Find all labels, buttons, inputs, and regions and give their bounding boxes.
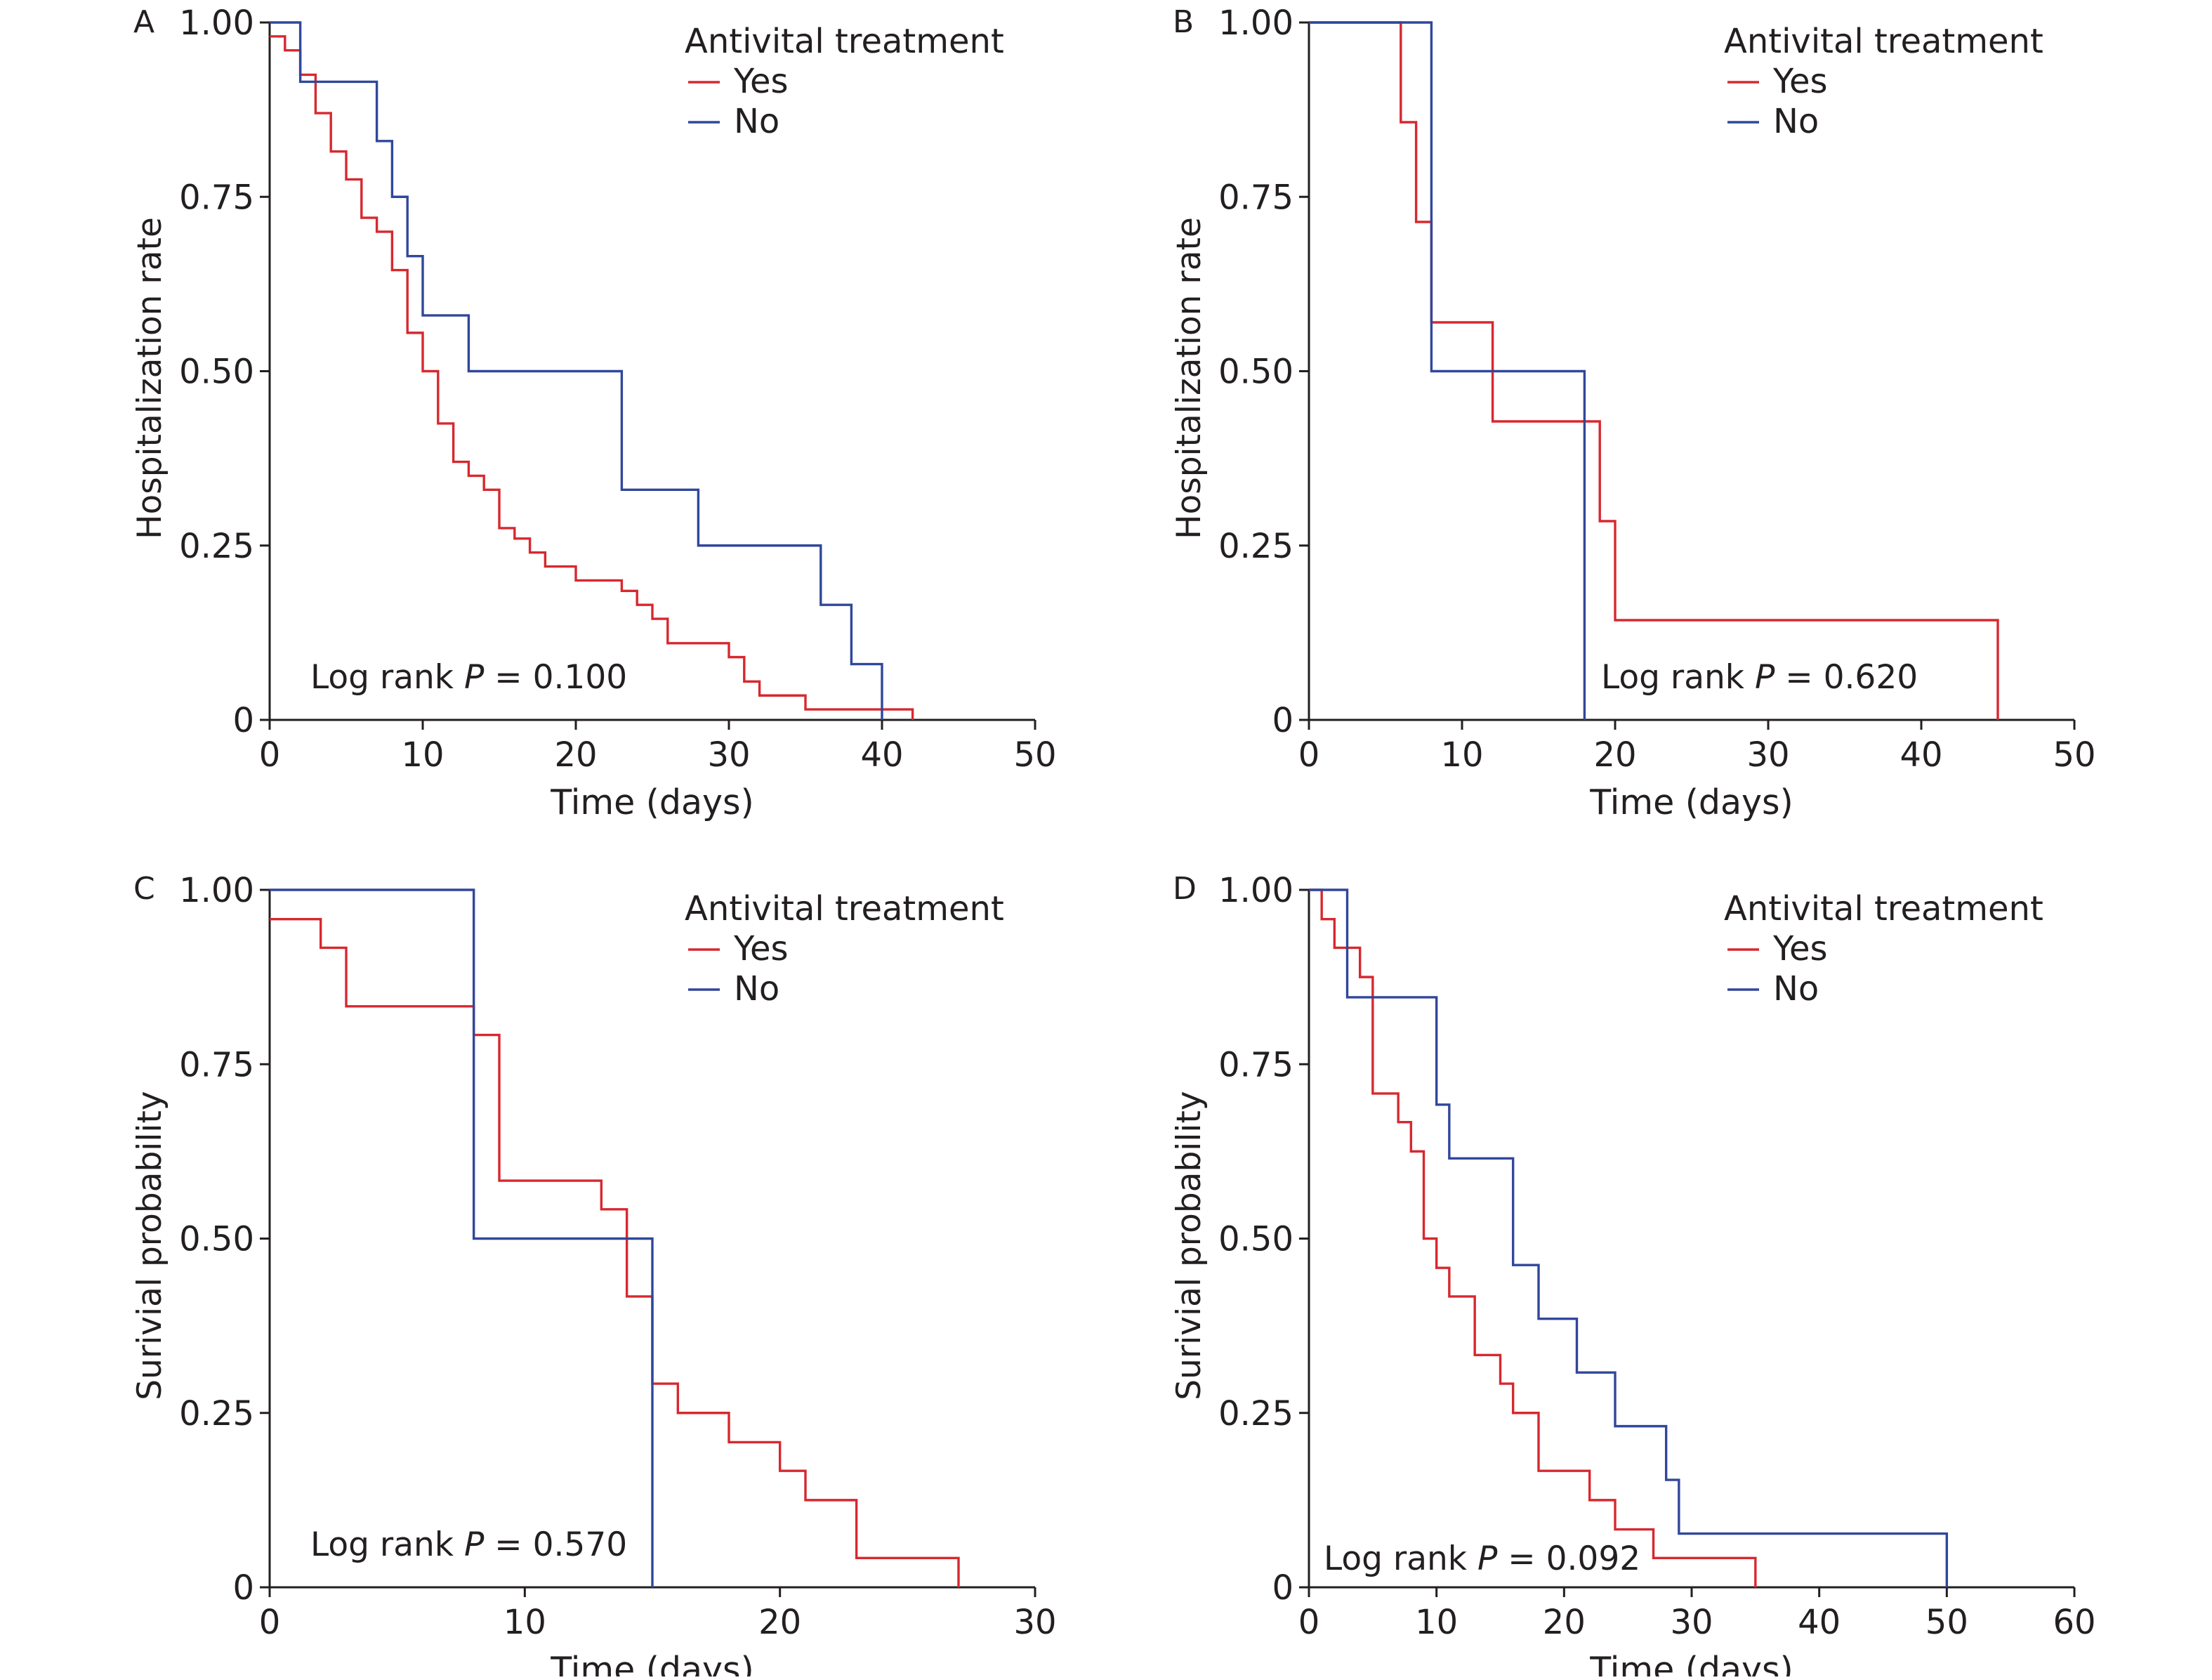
x-tick-label: 50 (1013, 735, 1056, 775)
x-tick-label: 40 (860, 735, 903, 775)
panel-letter: B (1173, 4, 1194, 40)
x-tick-label: 30 (1670, 1603, 1713, 1642)
y-axis-label: Surivial probability (1170, 1091, 1209, 1400)
y-tick-label: 1.00 (179, 871, 254, 910)
panel-a: 0 10 20 30 40 50 0 0.25 0.50 0.75 1.00 Time (days) H… (131, 4, 1057, 822)
legend-label-yes: Yes (733, 62, 788, 101)
y-tick-label: 0.25 (179, 1394, 254, 1433)
y-tick-label: 0 (1272, 1568, 1293, 1608)
legend-label-no: No (1773, 969, 1819, 1009)
panel-letter: C (133, 871, 155, 907)
series-line-yes (270, 35, 914, 720)
y-tick-label: 0 (1272, 701, 1293, 740)
x-tick-label: 20 (554, 735, 597, 775)
y-tick-label: 1.00 (1218, 871, 1293, 910)
x-axis-label: Time (days) (1589, 1650, 1793, 1676)
y-tick-label: 0.25 (1218, 527, 1293, 566)
legend-title: Antivital treatment (685, 889, 1004, 928)
x-tick-label: 30 (1013, 1603, 1056, 1642)
y-tick-label: 0.25 (1218, 1394, 1293, 1433)
x-tick-label: 40 (1900, 735, 1942, 775)
legend-title: Antivital treatment (1724, 889, 2043, 928)
y-tick-label: 0.25 (179, 527, 254, 566)
y-axis-label: Surivial probability (131, 1091, 169, 1400)
panel-letter: D (1173, 871, 1197, 907)
series-line-no (1309, 888, 1949, 1587)
panel-b: 0 10 20 30 40 50 0 0.25 0.50 0.75 1.00 Time (days) H… (1170, 4, 2096, 822)
x-axis-label: Time (days) (1589, 782, 1793, 822)
y-tick-label: 0.75 (179, 178, 254, 217)
x-tick-label: 20 (1593, 735, 1636, 775)
y-tick-label: 1.00 (179, 4, 254, 43)
x-axis-label: Time (days) (550, 782, 753, 822)
series-line-yes (1309, 888, 1757, 1587)
x-tick-label: 50 (2053, 735, 2095, 775)
x-tick-label: 10 (401, 735, 444, 775)
x-tick-label: 30 (707, 735, 750, 775)
x-tick-label: 0 (1298, 735, 1320, 775)
x-tick-label: 10 (1415, 1603, 1458, 1642)
x-tick-label: 30 (1746, 735, 1789, 775)
legend-label-yes: Yes (1772, 62, 1827, 101)
panel-c: 0 10 20 30 0 0.25 0.50 0.75 1.00 Time (days) Suriv… (131, 871, 1057, 1680)
legend-label-yes: Yes (1772, 929, 1827, 969)
x-tick-label: 0 (1298, 1603, 1320, 1642)
series-line-no (1309, 21, 1586, 720)
y-axis-label: Hospitalization rate (1170, 217, 1209, 539)
y-tick-label: 0.50 (179, 1220, 254, 1259)
x-tick-label: 10 (503, 1603, 546, 1642)
log-rank-annotation: Log rank P = 0.100 (310, 658, 627, 697)
series-line-yes (270, 918, 960, 1587)
x-tick-label: 0 (259, 1603, 281, 1642)
x-tick-label: 20 (1543, 1603, 1586, 1642)
legend-label-yes: Yes (733, 929, 788, 969)
series-line-yes (1309, 21, 1999, 720)
x-tick-label: 50 (1925, 1603, 1968, 1642)
y-tick-label: 1.00 (1218, 4, 1293, 43)
y-tick-label: 0.50 (1218, 1220, 1293, 1259)
y-tick-label: 0.50 (179, 353, 254, 392)
log-rank-annotation: Log rank P = 0.570 (310, 1525, 627, 1564)
y-tick-label: 0.75 (1218, 1045, 1293, 1084)
x-tick-label: 20 (758, 1603, 801, 1642)
legend-title: Antivital treatment (685, 22, 1004, 61)
log-rank-annotation: Log rank P = 0.620 (1601, 658, 1918, 697)
legend-title: Antivital treatment (1724, 22, 2043, 61)
x-tick-label: 60 (2053, 1603, 2095, 1642)
y-axis-label: Hospitalization rate (131, 217, 169, 539)
log-rank-annotation: Log rank P = 0.092 (1324, 1540, 1640, 1578)
legend-label-no: No (1773, 102, 1819, 141)
x-axis-label: Time (days) (550, 1650, 753, 1676)
y-tick-label: 0.75 (1218, 178, 1293, 217)
panel-letter: A (133, 4, 154, 40)
series-line-no (270, 21, 883, 720)
series-line-no (270, 888, 654, 1587)
y-tick-label: 0.75 (179, 1045, 254, 1084)
legend-label-no: No (734, 102, 779, 141)
x-tick-label: 10 (1440, 735, 1483, 775)
legend-label-no: No (734, 969, 779, 1009)
x-tick-label: 0 (259, 735, 281, 775)
y-tick-label: 0.50 (1218, 353, 1293, 392)
y-tick-label: 0 (232, 1568, 254, 1608)
panel-d: 0 10 20 30 40 50 60 0 0.25 0.50 0.75 1.00 Time (days… (1170, 871, 2096, 1680)
x-tick-label: 40 (1798, 1603, 1841, 1642)
y-tick-label: 0 (232, 701, 254, 740)
